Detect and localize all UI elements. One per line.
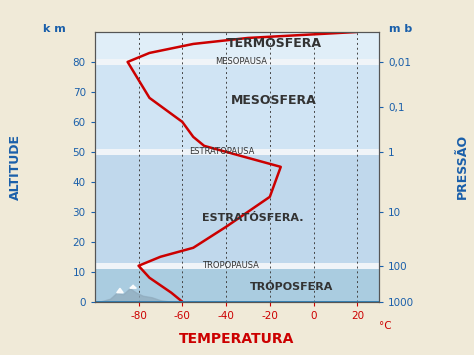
Bar [95,65,379,149]
Text: m b: m b [389,24,412,34]
Text: ESTRATOPAUSA: ESTRATOPAUSA [189,147,255,156]
Text: TROPOPAUSA: TROPOPAUSA [202,261,259,270]
Bar [95,269,379,302]
Bar [95,155,379,266]
Text: PRESSÃO: PRESSÃO [456,134,469,200]
Text: TRÓPOSFERA: TRÓPOSFERA [250,282,333,292]
Text: TERMOSFERA: TERMOSFERA [227,37,322,50]
Text: ESTRATÓSFERA.: ESTRATÓSFERA. [201,213,303,223]
X-axis label: TEMPERATURA: TEMPERATURA [179,332,295,346]
Polygon shape [130,285,137,288]
Bar [95,59,379,65]
Text: k m: k m [43,24,66,34]
Bar [95,149,379,155]
Text: MESOSFERA: MESOSFERA [231,94,317,108]
Text: ALTITUDE: ALTITUDE [9,134,22,200]
Text: °C: °C [379,321,392,331]
Bar [95,263,379,269]
Bar [95,32,379,59]
Text: MESOPAUSA: MESOPAUSA [215,58,267,66]
Polygon shape [117,288,123,293]
